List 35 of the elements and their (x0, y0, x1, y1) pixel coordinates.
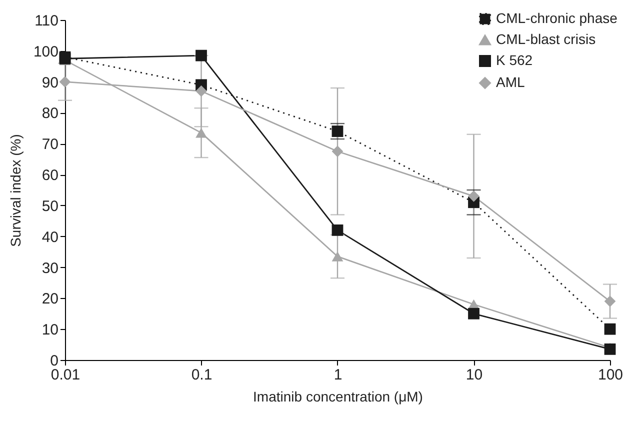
y-tick-label: 60 (42, 167, 58, 184)
y-tick-label: 90 (42, 74, 58, 92)
point (604, 323, 616, 335)
point (59, 76, 71, 88)
legend-label: CML-chronic phase (496, 10, 618, 26)
point (196, 50, 207, 62)
legend-label: AML (496, 74, 525, 90)
point (332, 224, 344, 236)
point (196, 85, 207, 97)
y-tick-label: 10 (42, 322, 58, 339)
point (604, 296, 616, 307)
y-axis-title: Survival index (%) (7, 134, 24, 247)
x-axis-title: Imatinib concentration (μM) (253, 388, 423, 404)
x-tick-label: 1 (334, 366, 342, 384)
point (468, 308, 480, 320)
y-tick-label: 50 (42, 198, 58, 215)
x-tick-label: 100 (598, 366, 624, 384)
y-tick-label: 110 (34, 12, 58, 30)
y-tick-label: 80 (42, 105, 58, 122)
point (332, 252, 344, 262)
x-tick-label: 10 (466, 366, 483, 384)
y-tick-label: 20 (42, 290, 58, 308)
legend-label: K 562 (496, 52, 533, 68)
point (332, 126, 344, 137)
y-tick-label: 30 (42, 260, 58, 277)
y-tick-label: 40 (42, 228, 58, 246)
x-tick-label: 0.1 (191, 366, 212, 384)
y-tick-label: 0 (50, 352, 58, 370)
point (468, 190, 480, 202)
y-tick-label: 100 (33, 43, 58, 60)
y-tick-label: 70 (42, 136, 58, 154)
point (332, 146, 344, 158)
point (196, 128, 207, 138)
x-tick-label: 0.01 (50, 366, 80, 384)
legend-label: CML-blast crisis (496, 31, 596, 47)
